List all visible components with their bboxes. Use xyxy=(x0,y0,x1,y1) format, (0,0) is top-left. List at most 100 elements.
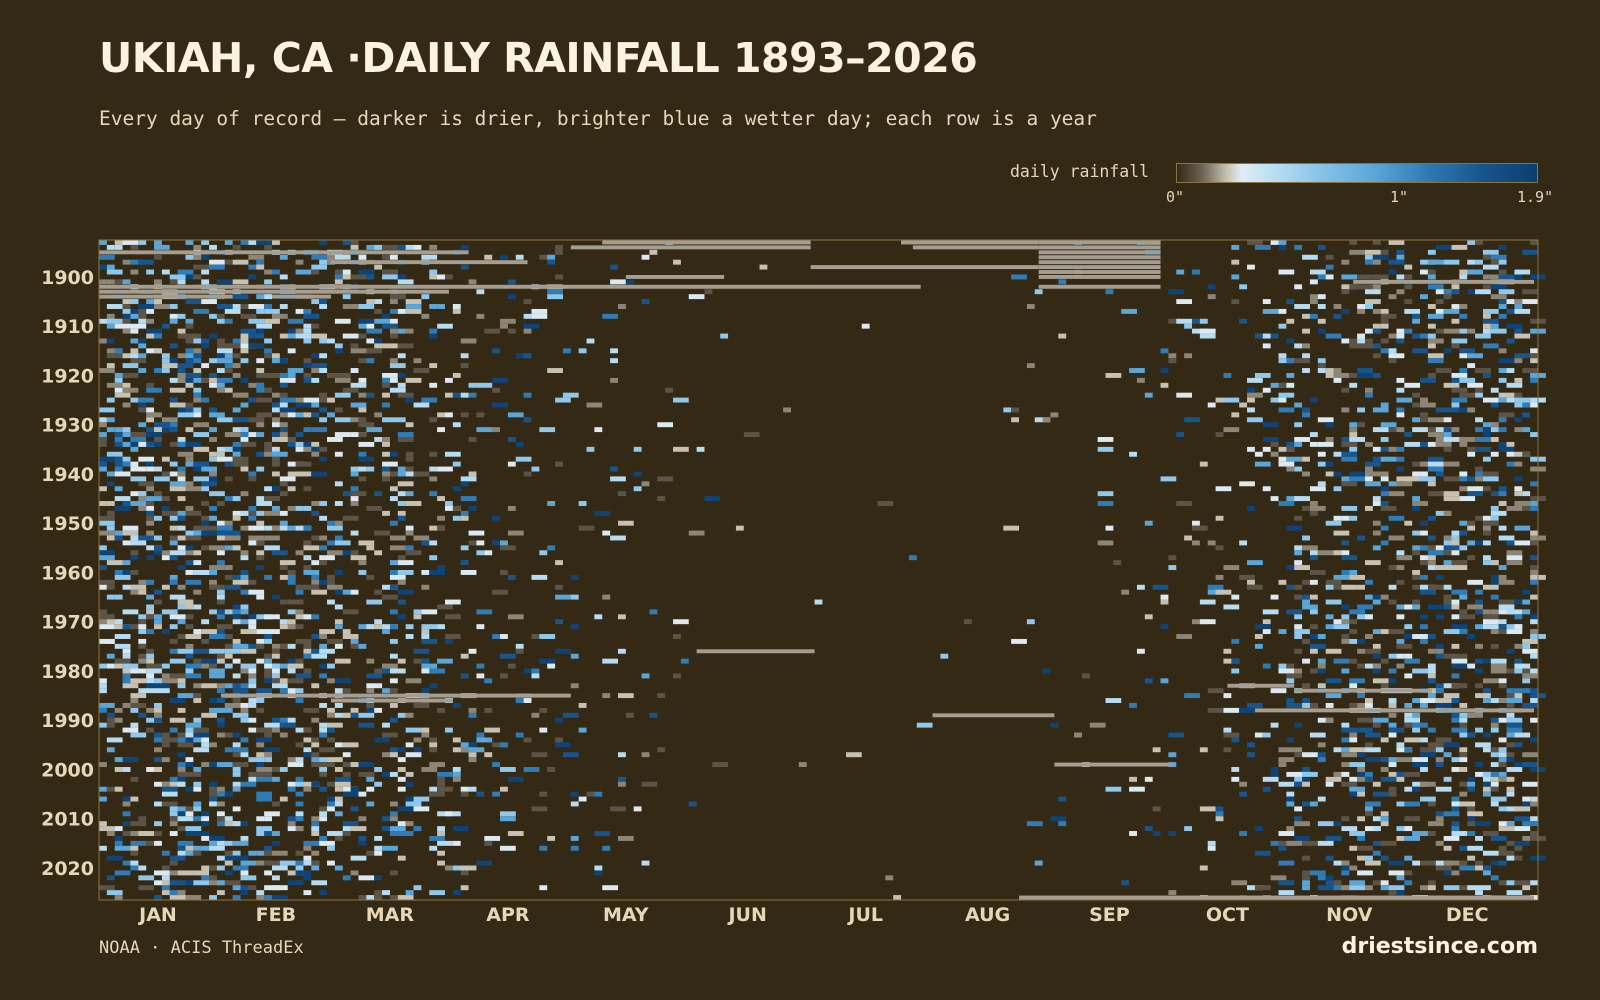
rain-cell xyxy=(1365,634,1373,639)
rain-cell xyxy=(138,688,155,694)
rain-cell xyxy=(130,358,147,364)
rain-cell xyxy=(389,717,398,723)
rain-cell xyxy=(1427,461,1444,467)
rain-cell xyxy=(311,323,320,329)
rain-cell xyxy=(1412,505,1421,511)
rain-cell xyxy=(1482,264,1499,270)
rain-cell xyxy=(342,831,351,836)
rain-cell xyxy=(256,643,265,649)
rain-cell xyxy=(1309,570,1326,575)
rain-cell xyxy=(358,456,375,462)
rain-cell xyxy=(1498,845,1507,851)
rain-cell xyxy=(350,589,359,595)
rain-cell xyxy=(248,678,257,684)
rain-cell xyxy=(177,441,186,447)
rain-cell xyxy=(885,875,894,881)
rain-cell xyxy=(366,688,375,694)
rain-cell xyxy=(397,510,406,516)
rain-cell xyxy=(271,673,280,679)
rain-cell xyxy=(177,619,186,625)
rain-cell xyxy=(1404,826,1413,832)
rain-cell xyxy=(1498,535,1507,541)
rain-cell xyxy=(1396,412,1405,418)
rain-cell xyxy=(216,599,225,605)
rain-cell xyxy=(1451,304,1460,309)
rain-cell xyxy=(460,791,469,797)
rain-cell xyxy=(130,397,139,403)
rain-cell xyxy=(1467,579,1483,585)
rain-cell xyxy=(1317,451,1326,457)
rain-cell xyxy=(1286,663,1295,669)
rain-cell xyxy=(169,387,186,393)
rain-cell xyxy=(429,333,438,339)
rain-cell xyxy=(476,289,485,295)
rain-cell xyxy=(1404,476,1421,482)
rain-cell xyxy=(1482,249,1499,255)
rain-cell xyxy=(193,648,210,654)
rain-cell xyxy=(279,427,288,433)
rain-cell xyxy=(421,688,430,694)
rain-cell xyxy=(327,372,343,378)
rain-cell xyxy=(106,501,115,506)
rain-cell xyxy=(1475,643,1483,649)
rain-cell xyxy=(138,422,147,428)
rain-cell xyxy=(1396,663,1405,669)
rain-cell xyxy=(248,683,257,689)
rain-cell xyxy=(1506,535,1515,541)
rain-cell xyxy=(1506,368,1515,373)
rain-cell xyxy=(555,742,571,748)
rain-cell xyxy=(224,850,241,856)
rain-cell xyxy=(1498,579,1515,585)
rain-cell xyxy=(1482,786,1491,792)
rain-cell xyxy=(1498,771,1507,777)
rain-cell xyxy=(1475,762,1483,768)
rain-cell xyxy=(1270,594,1279,600)
rain-cell xyxy=(99,520,115,526)
rain-cell xyxy=(389,318,398,324)
rain-cell xyxy=(146,387,162,393)
rain-cell xyxy=(1396,328,1405,334)
rain-cell xyxy=(657,422,674,428)
rain-cell xyxy=(1380,318,1389,324)
rain-cell xyxy=(201,835,217,841)
rain-cell xyxy=(397,382,406,388)
rain-cell xyxy=(185,757,194,763)
rain-cell xyxy=(185,668,194,674)
rain-cell xyxy=(1467,269,1483,275)
rain-cell xyxy=(232,530,241,536)
missing-segment-14 xyxy=(625,274,725,279)
rain-cell xyxy=(1451,614,1460,620)
rain-cell xyxy=(1506,717,1523,723)
rain-cell xyxy=(358,348,375,354)
rain-cell xyxy=(1247,579,1255,585)
rain-cell xyxy=(1380,437,1389,442)
rain-cell xyxy=(114,870,131,876)
rain-cell xyxy=(1475,742,1491,748)
rain-cell xyxy=(1459,441,1468,447)
rain-cell xyxy=(256,432,265,438)
rain-cell xyxy=(1168,358,1177,364)
rain-cell xyxy=(106,348,123,354)
rain-cell xyxy=(1380,501,1389,506)
rain-cell xyxy=(1380,338,1389,344)
rain-cell xyxy=(1467,816,1476,822)
rain-cell xyxy=(452,840,461,846)
footer-brand[interactable]: driestsince.com xyxy=(1341,934,1538,959)
rain-cell xyxy=(389,702,398,708)
rain-cell xyxy=(1451,604,1460,610)
rain-cell xyxy=(500,845,516,851)
rain-cell xyxy=(389,752,398,758)
rain-cell xyxy=(1121,589,1130,595)
rain-cell xyxy=(1333,377,1342,383)
rain-cell xyxy=(1357,304,1373,309)
rain-cell xyxy=(122,821,131,827)
rain-cell xyxy=(177,412,194,418)
rain-cell xyxy=(99,885,115,891)
rain-cell xyxy=(1498,313,1507,319)
rain-cell xyxy=(342,491,351,497)
rain-cell xyxy=(193,589,202,595)
rain-cell xyxy=(334,865,343,871)
rain-cell xyxy=(350,707,359,713)
rain-cell xyxy=(1420,752,1436,758)
rain-cell xyxy=(405,491,414,497)
